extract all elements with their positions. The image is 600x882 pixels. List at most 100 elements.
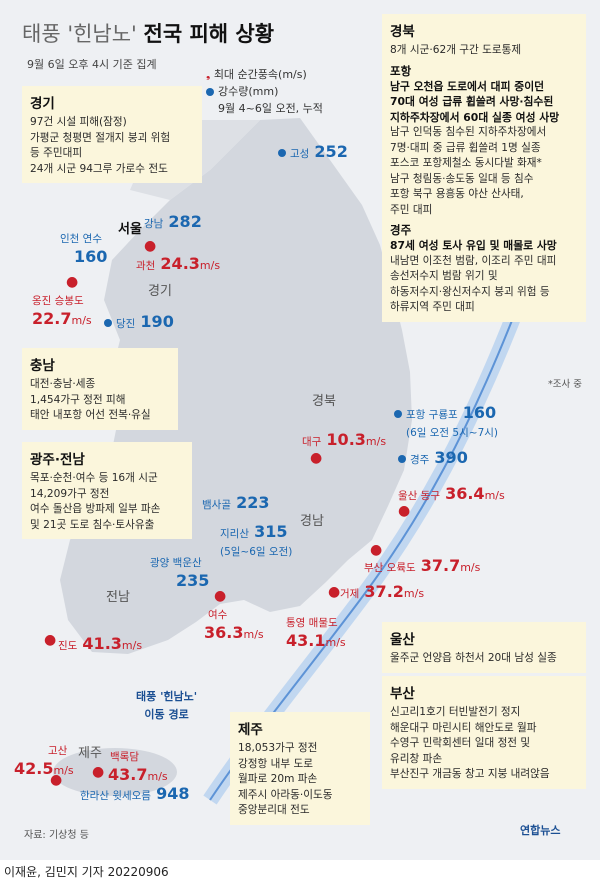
box-line: 남구 인덕동 침수된 지하주차장에서 xyxy=(390,126,547,138)
legend: ❟ 최대 순간풍속(m/s) 강수량(mm) 9월 4~6일 오전, 누적 xyxy=(206,66,323,117)
station-value: 160 xyxy=(74,247,108,266)
station-value: 315 xyxy=(254,522,288,541)
credit-line: 이재윤, 김민지 기자 20220906 xyxy=(4,865,169,879)
station-value: 37.7 xyxy=(420,556,461,575)
station-tongyeong: 통영 매물도 43.1m/s xyxy=(286,612,346,652)
station-gwangyang: 광양 백운산 235 xyxy=(150,552,209,590)
box-line: 대전·충남·세종 xyxy=(30,378,96,390)
survey-note: *조사 중 xyxy=(548,379,582,390)
station-pohang: 포항 구룡포 160 (6일 오전 5시~7시) xyxy=(394,405,498,441)
region-seoul: 서울 xyxy=(118,222,142,237)
wind-marker-icon: ● xyxy=(310,450,323,466)
title-prefix: 태풍 '힌남노' xyxy=(22,22,137,46)
yonhap-logo: 연합뉴스 xyxy=(520,824,561,837)
page-subtitle: 9월 6일 오후 4시 기준 집계 xyxy=(27,58,157,71)
station-name: 백록담 xyxy=(110,751,139,763)
station-ongjin: 옹진 승봉도 22.7m/s xyxy=(32,290,92,330)
box-line: 월파로 20m 파손 xyxy=(238,773,318,785)
station-value: 24.3 xyxy=(160,254,200,273)
rain-dot-icon xyxy=(206,88,214,96)
box-bold-line: 남구 오천읍 도로에서 대피 중이던 xyxy=(390,79,545,93)
box-gyeonggi: 경기 97건 시설 피해(잠정) 가평군 청평면 절개지 붕괴 위험 등 주민대… xyxy=(22,86,202,183)
box-line: 7명·대피 중 급류 휩쓸려 1명 실종 xyxy=(390,141,541,154)
station-unit: m/s xyxy=(460,561,481,574)
station-name: 과천 xyxy=(136,260,156,272)
station-gwacheon: 과천 24.3m/s xyxy=(136,254,220,273)
jeju-island-shape xyxy=(53,748,177,796)
box-line: 송선저수지 범람 위기 및 xyxy=(390,270,498,282)
box-line: 유리창 파손 xyxy=(390,752,443,765)
page-title: 태풍 '힌남노' 전국 피해 상황 xyxy=(22,18,274,48)
station-daegu: 대구 10.3m/s xyxy=(302,430,386,449)
rain-dot-icon xyxy=(104,318,112,327)
source-note: 자료: 기상청 등 xyxy=(24,830,89,841)
station-value: 36.4 xyxy=(445,484,485,503)
station-name: 강남 xyxy=(144,218,164,230)
box-line: 신고리1호기 터빈발전기 정지 xyxy=(390,706,521,718)
station-value: 223 xyxy=(236,493,270,512)
station-busan: 부산 오륙도 37.7m/s xyxy=(364,556,480,575)
box-chungnam-title: 충남 xyxy=(30,358,55,374)
wind-icon: ❟ xyxy=(206,68,214,81)
legend-rain-note: 9월 4~6일 오전, 누적 xyxy=(218,102,323,115)
box-busan-title: 부산 xyxy=(390,686,415,702)
box-line: 및 21곳 도로 침수·토사유출 xyxy=(30,518,155,531)
wind-marker-icon: ● xyxy=(66,274,79,290)
legend-rain-row: 강수량(mm) xyxy=(206,83,323,100)
wind-marker-icon: ● xyxy=(50,772,63,788)
box-ulsan-title: 울산 xyxy=(390,632,415,648)
station-name: 부산 오륙도 xyxy=(364,562,416,574)
station-geoje: 거제 37.2m/s xyxy=(340,582,424,601)
box-gyeongbuk-intro: 8개 시군·62개 구간 도로통제 xyxy=(390,44,522,56)
station-name: 여수 xyxy=(208,609,228,621)
legend-wind-row: ❟ 최대 순간풍속(m/s) xyxy=(206,66,323,83)
station-ulsan: 울산 동구 36.4m/s xyxy=(398,484,505,503)
box-gyeonggi-title: 경기 xyxy=(30,96,55,112)
box-line: 18,053가구 정전 xyxy=(238,742,318,754)
station-name: 옹진 승봉도 xyxy=(32,295,84,307)
wind-marker-icon: ● xyxy=(144,238,157,254)
map-stage: 태풍 '힌남노' 전국 피해 상황 9월 6일 오후 4시 기준 집계 ❟ 최대… xyxy=(0,0,600,860)
box-line: 하류지역 주민 대피 xyxy=(390,301,475,313)
box-line: 하동저수지·왕신저수지 붕괴 위험 등 xyxy=(390,285,550,298)
region-gyeonggi: 경기 xyxy=(148,284,172,299)
box-line: 24개 시군 94그루 가로수 전도 xyxy=(30,162,168,175)
box-line: 남구 청림동·송도동 일대 등 침수 xyxy=(390,172,534,185)
box-line: 제주시 아라동·이도동 xyxy=(238,788,333,801)
station-unit: m/s xyxy=(403,587,425,600)
rain-dot-icon xyxy=(394,409,402,418)
station-value: 160 xyxy=(462,403,497,422)
station-value: 190 xyxy=(140,312,174,331)
box-pohang-title: 포항 xyxy=(390,63,412,78)
wind-marker-icon: ● xyxy=(92,764,105,780)
station-gosan: 고산 42.5m/s xyxy=(14,740,74,780)
box-line: 태안 내포항 어선 전복·유실 xyxy=(30,409,151,421)
station-value: 22.7 xyxy=(32,309,72,328)
typhoon-path-subtitle: 이동 경로 xyxy=(144,708,189,721)
box-line: 포스코 포항제철소 동시다발 화재* xyxy=(390,157,542,169)
station-name: 진도 xyxy=(58,640,78,652)
station-name: 울산 동구 xyxy=(398,490,440,502)
station-value: 282 xyxy=(168,212,202,231)
station-name: 당진 xyxy=(116,318,136,330)
station-name: 지리산 xyxy=(220,528,249,540)
station-value: 42.5 xyxy=(14,759,54,778)
station-value: 43.7 xyxy=(108,765,148,784)
station-baeksagol: 뱀사골 223 xyxy=(202,493,269,512)
station-note: (5일~6일 오전) xyxy=(220,546,293,558)
region-jeonnam: 전남 xyxy=(106,590,130,605)
station-name: 뱀사골 xyxy=(202,499,231,511)
station-gyeongju: 경주 390 xyxy=(398,448,468,467)
station-unit: m/s xyxy=(365,435,387,448)
box-chungnam: 충남 대전·충남·세종 1,454가구 정전 피해 태안 내포항 어선 전복·유… xyxy=(22,348,178,430)
typhoon-path-title: 태풍 '힌남노' xyxy=(136,690,198,703)
station-jirisan: 지리산 315 (5일~6일 오전) xyxy=(220,524,292,560)
box-line: 부산진구 개금동 창고 지붕 내려앉음 xyxy=(390,768,550,780)
box-line: 등 주민대피 xyxy=(30,147,83,159)
station-unit: m/s xyxy=(325,636,346,649)
box-gwangju-title: 광주·전남 xyxy=(30,452,85,468)
typhoon-path-label: 태풍 '힌남노' 이동 경로 xyxy=(136,688,197,724)
station-name: 고성 xyxy=(290,148,310,160)
station-note: (6일 오전 5시~7시) xyxy=(406,427,499,439)
box-line: 여수 돌산읍 방파제 일부 파손 xyxy=(30,503,161,515)
